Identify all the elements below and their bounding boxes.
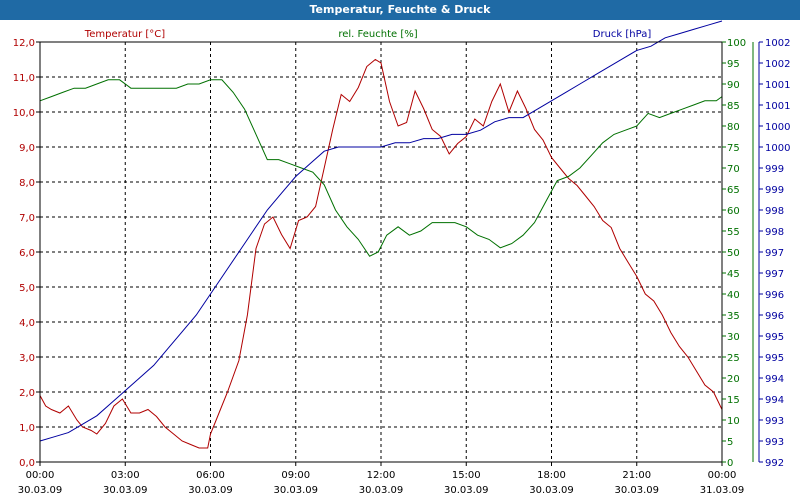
pressure-tick-label: 992 <box>765 458 784 469</box>
pressure-axis-label: Druck [hPa] <box>593 29 652 40</box>
temperature-tick-label: 8,0 <box>19 178 35 189</box>
temperature-tick-label: 1,0 <box>19 423 35 434</box>
x-tick-date: 30.03.09 <box>614 485 659 496</box>
humidity-tick-label: 5 <box>727 437 733 448</box>
pressure-tick-label: 993 <box>765 416 784 427</box>
pressure-tick-label: 1000 <box>765 143 790 154</box>
humidity-tick-label: 70 <box>727 164 740 175</box>
x-tick-time: 21:00 <box>622 470 651 481</box>
x-tick-date: 30.03.09 <box>188 485 233 496</box>
x-tick-time: 00:00 <box>26 470 55 481</box>
humidity-tick-label: 25 <box>727 353 740 364</box>
pressure-tick-label: 994 <box>765 395 784 406</box>
temperature-tick-label: 7,0 <box>19 213 35 224</box>
pressure-tick-label: 996 <box>765 311 784 322</box>
humidity-tick-label: 20 <box>727 374 740 385</box>
temperature-tick-label: 2,0 <box>19 388 35 399</box>
pressure-tick-label: 1002 <box>765 38 790 49</box>
temperature-tick-label: 6,0 <box>19 248 35 259</box>
temperature-tick-label: 12,0 <box>13 38 35 49</box>
humidity-tick-label: 35 <box>727 311 740 322</box>
humidity-tick-label: 80 <box>727 122 740 133</box>
humidity-axis-label: rel. Feuchte [%] <box>338 29 417 40</box>
temperature-tick-label: 3,0 <box>19 353 35 364</box>
x-tick-time: 15:00 <box>452 470 481 481</box>
humidity-tick-label: 15 <box>727 395 740 406</box>
temperature-tick-label: 9,0 <box>19 143 35 154</box>
pressure-tick-label: 999 <box>765 164 784 175</box>
pressure-tick-label: 1000 <box>765 122 790 133</box>
x-tick-date: 30.03.09 <box>444 485 489 496</box>
x-tick-time: 09:00 <box>281 470 310 481</box>
x-tick-date: 30.03.09 <box>529 485 574 496</box>
humidity-tick-label: 50 <box>727 248 740 259</box>
pressure-tick-label: 1002 <box>765 59 790 70</box>
x-tick-date: 30.03.09 <box>103 485 148 496</box>
temperature-tick-label: 0,0 <box>19 458 35 469</box>
pressure-tick-label: 993 <box>765 437 784 448</box>
humidity-tick-label: 10 <box>727 416 740 427</box>
humidity-line <box>39 79 723 257</box>
x-tick-time: 00:00 <box>708 470 737 481</box>
temperature-line <box>39 58 723 449</box>
x-tick-date: 30.03.09 <box>359 485 404 496</box>
series-layer <box>39 20 723 449</box>
x-tick-time: 03:00 <box>111 470 140 481</box>
humidity-tick-label: 95 <box>727 59 740 70</box>
temperature-axis-label: Temperatur [°C] <box>84 29 165 40</box>
x-tick-time: 12:00 <box>367 470 396 481</box>
x-tick-time: 06:00 <box>196 470 225 481</box>
pressure-tick-label: 997 <box>765 248 784 259</box>
x-tick-date: 31.03.09 <box>700 485 745 496</box>
humidity-tick-label: 85 <box>727 101 740 112</box>
pressure-tick-label: 997 <box>765 269 784 280</box>
humidity-tick-label: 45 <box>727 269 740 280</box>
pressure-tick-label: 998 <box>765 227 784 238</box>
temperature-tick-label: 11,0 <box>13 73 35 84</box>
humidity-tick-label: 0 <box>727 458 733 469</box>
pressure-tick-label: 995 <box>765 353 784 364</box>
humidity-tick-label: 60 <box>727 206 740 217</box>
pressure-tick-label: 996 <box>765 290 784 301</box>
temperature-tick-label: 5,0 <box>19 283 35 294</box>
humidity-tick-label: 65 <box>727 185 740 196</box>
pressure-tick-label: 999 <box>765 185 784 196</box>
humidity-tick-label: 55 <box>727 227 740 238</box>
pressure-tick-label: 994 <box>765 374 784 385</box>
window-title: Temperatur, Feuchte & Druck <box>0 0 800 20</box>
pressure-tick-label: 1001 <box>765 101 790 112</box>
humidity-tick-label: 100 <box>727 38 746 49</box>
pressure-line <box>39 20 723 442</box>
humidity-tick-label: 75 <box>727 143 740 154</box>
x-tick-time: 18:00 <box>537 470 566 481</box>
grid <box>40 42 722 462</box>
tick-labels: 00:00 30.03.09 03:00 30.03.09 06:00 30.03.09 0… <box>13 38 791 496</box>
x-tick-date: 30.03.09 <box>18 485 63 496</box>
pressure-tick-label: 998 <box>765 206 784 217</box>
humidity-tick-label: 40 <box>727 290 740 301</box>
temperature-tick-label: 10,0 <box>13 108 35 119</box>
humidity-tick-label: 30 <box>727 332 740 343</box>
humidity-tick-label: 90 <box>727 80 740 91</box>
pressure-tick-label: 1001 <box>765 80 790 91</box>
x-tick-date: 30.03.09 <box>273 485 318 496</box>
temperature-tick-label: 4,0 <box>19 318 35 329</box>
pressure-tick-label: 995 <box>765 332 784 343</box>
